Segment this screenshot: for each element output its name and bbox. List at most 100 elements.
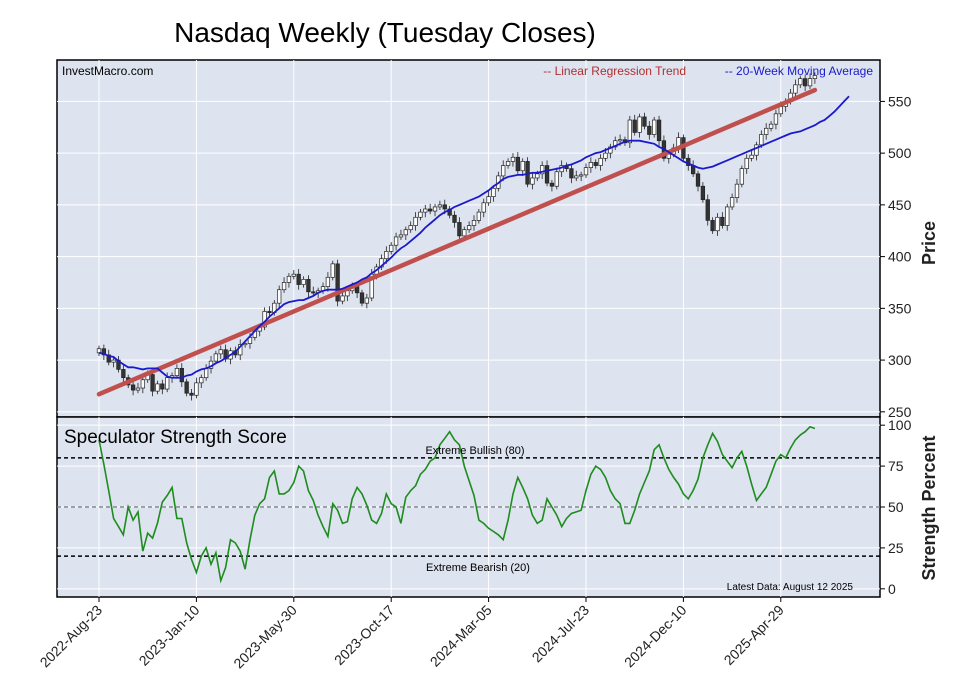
candle-body: [184, 381, 189, 394]
price-y-tick-label: 450: [888, 197, 912, 213]
candle-body: [408, 225, 413, 231]
candlestick: [452, 211, 457, 228]
candle-body: [578, 174, 584, 177]
candlestick: [111, 356, 116, 368]
price-y-tick-label: 550: [888, 93, 912, 109]
candlestick: [155, 380, 160, 395]
candlestick: [652, 116, 657, 138]
candlestick: [306, 275, 311, 297]
strength-y-tick-label: 25: [888, 540, 904, 556]
candlestick: [613, 136, 618, 151]
candlestick: [398, 229, 404, 241]
candlestick: [583, 163, 589, 178]
x-tick-label: 2023-Jan-10: [136, 602, 203, 669]
candle-body: [768, 123, 774, 129]
candlestick: [793, 79, 798, 99]
candlestick: [291, 270, 296, 280]
candle-body: [798, 78, 803, 86]
candlestick: [301, 276, 306, 288]
candle-body: [710, 220, 715, 232]
candle-body: [101, 348, 107, 356]
strength-y-tick-label: 100: [888, 417, 912, 433]
candle-body: [364, 297, 369, 304]
candle-body: [583, 167, 589, 176]
candle-body: [403, 229, 408, 236]
candle-body: [462, 229, 467, 237]
candle-body: [437, 204, 443, 208]
candle-body: [179, 368, 184, 383]
price-y-tick-label: 250: [888, 404, 912, 420]
candle-body: [613, 140, 618, 148]
candle-body: [277, 289, 282, 304]
candlestick: [544, 160, 550, 187]
candlestick: [764, 123, 769, 140]
candlestick: [632, 114, 637, 136]
candlestick: [481, 198, 486, 218]
candle-body: [155, 383, 160, 392]
candle-body: [759, 134, 764, 146]
candlestick: [335, 259, 340, 307]
candle-body: [491, 187, 496, 197]
candle-body: [189, 392, 194, 396]
candle-body: [486, 196, 491, 204]
candle-body: [764, 127, 769, 135]
candle-body: [729, 197, 735, 208]
candlestick: [647, 121, 652, 140]
price-y-tick-label: 400: [888, 249, 912, 265]
strength-y-label: Strength Percent: [919, 435, 939, 580]
candle-body: [535, 173, 540, 179]
candlestick: [525, 157, 530, 188]
strength-series: [98, 425, 816, 584]
candle-body: [812, 75, 818, 79]
candlestick: [286, 273, 292, 288]
candle-body: [106, 354, 111, 363]
candle-body: [418, 211, 423, 218]
candlestick: [530, 172, 535, 190]
candle-body: [598, 157, 603, 166]
candle-body: [540, 165, 545, 175]
candle-body: [393, 236, 399, 246]
candle-body: [773, 113, 779, 125]
candle-body: [174, 368, 180, 376]
candle-body: [617, 139, 623, 142]
candle-body: [652, 119, 657, 135]
candle-body: [569, 168, 574, 179]
candlestick: [710, 217, 715, 234]
candlestick: [520, 158, 525, 176]
extreme-bullish-label: Extreme Bullish (80): [425, 445, 524, 457]
candlestick: [734, 179, 740, 203]
candle-body: [389, 244, 394, 252]
candlestick: [179, 363, 184, 387]
price-lines: [96, 87, 850, 397]
candlestick: [135, 382, 141, 394]
candlestick: [471, 215, 477, 231]
candlestick: [768, 121, 774, 132]
candlestick: [476, 209, 482, 224]
candle-body: [291, 273, 296, 277]
candlestick: [715, 213, 720, 236]
candlestick: [773, 109, 779, 130]
candle-body: [296, 273, 301, 285]
candlestick: [812, 72, 818, 84]
candle-body: [471, 220, 477, 226]
x-tick-label: 2023-Oct-17: [331, 602, 397, 668]
candle-body: [627, 119, 632, 144]
candlestick: [802, 74, 808, 92]
candlestick: [501, 160, 506, 182]
strength-y-tick-label: 0: [888, 581, 896, 597]
strength-grid: [57, 417, 880, 597]
candle-body: [734, 183, 740, 198]
candle-body: [700, 185, 706, 201]
candle-body: [593, 162, 598, 166]
candle-body: [423, 208, 428, 213]
candlestick: [578, 171, 584, 182]
candle-body: [359, 292, 365, 304]
candle-body: [603, 152, 608, 159]
candlestick: [598, 154, 603, 171]
candlestick: [389, 242, 394, 255]
candle-body: [744, 157, 749, 170]
candle-body: [520, 161, 525, 172]
candle-body: [574, 175, 579, 179]
candlestick: [705, 194, 710, 226]
candlestick: [491, 185, 496, 202]
